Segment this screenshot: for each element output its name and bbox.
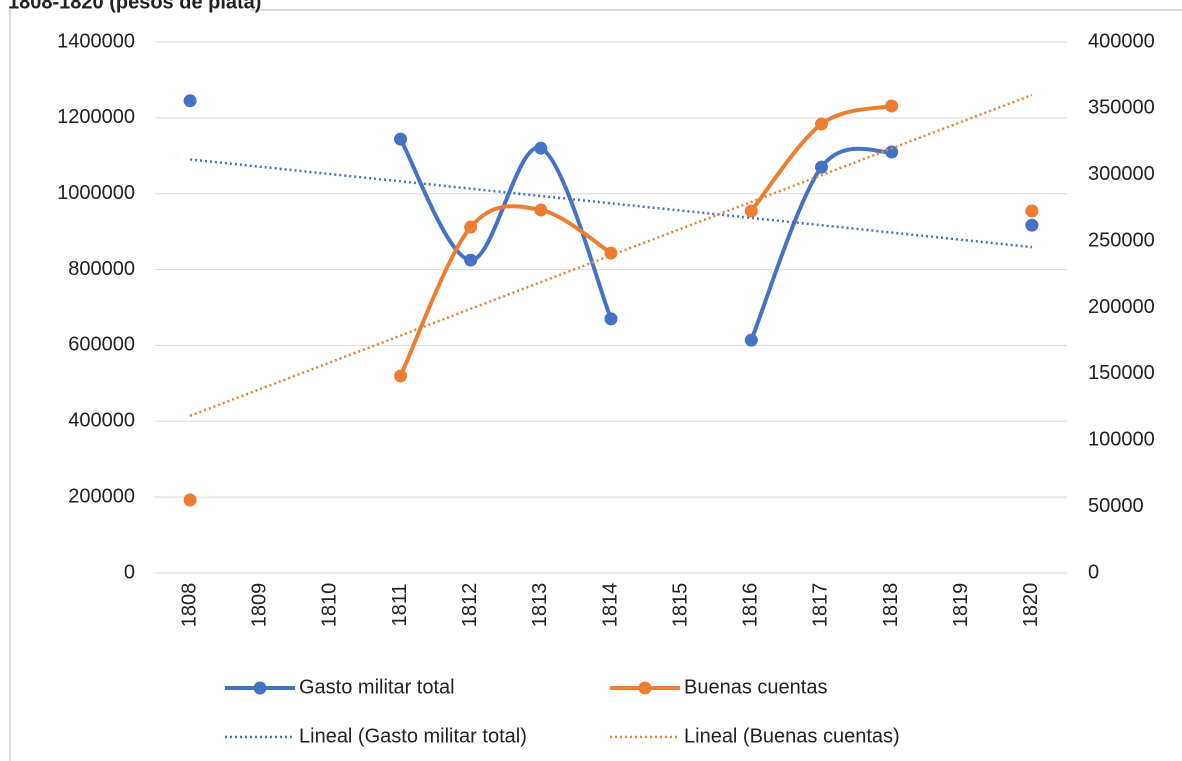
x-tick-label: 1819	[950, 583, 972, 628]
data-point	[885, 99, 899, 113]
legend-label: Gasto militar total	[299, 676, 455, 698]
x-tick-label: 1809	[249, 583, 271, 628]
data-point	[604, 246, 618, 260]
data-point	[1025, 218, 1039, 232]
data-point	[183, 94, 197, 108]
y-tick-label: 0	[124, 561, 135, 583]
y2-tick-label: 300000	[1088, 163, 1155, 185]
y-tick-label: 600000	[68, 334, 135, 356]
x-tick-label: 1815	[669, 583, 691, 628]
y-tick-label: 800000	[68, 258, 135, 280]
x-tick-label: 1813	[529, 583, 551, 628]
y2-tick-label: 250000	[1088, 229, 1155, 251]
y2-tick-label: 150000	[1088, 362, 1155, 384]
x-tick-label: 1816	[740, 583, 762, 628]
chart-title: 1808-1820 (pesos de plata)	[8, 0, 261, 13]
legend-label: Buenas cuentas	[684, 676, 827, 698]
series-line	[749, 146, 893, 341]
y-tick-label: 1400000	[57, 30, 135, 52]
legend-label: Lineal (Buenas cuentas)	[684, 725, 900, 747]
data-point	[744, 333, 758, 347]
data-point	[464, 220, 478, 234]
data-point	[604, 312, 618, 326]
data-point	[183, 493, 197, 507]
y-tick-label: 200000	[68, 485, 135, 507]
y-tick-label: 400000	[68, 410, 135, 432]
legend-marker	[253, 681, 267, 695]
data-point	[814, 160, 828, 174]
x-tick-label: 1810	[319, 583, 341, 628]
y2-tick-label: 50000	[1088, 495, 1144, 517]
x-tick-label: 1812	[459, 583, 481, 628]
y-tick-label: 1200000	[57, 106, 135, 128]
data-point	[394, 132, 408, 146]
y2-tick-label: 0	[1088, 561, 1099, 583]
x-tick-label: 1808	[178, 583, 200, 628]
data-point	[744, 204, 758, 218]
legend-marker	[638, 681, 652, 695]
x-tick-label: 1811	[389, 583, 411, 626]
data-point	[1025, 204, 1039, 218]
x-tick-label: 1820	[1020, 583, 1042, 628]
y2-tick-label: 400000	[1088, 30, 1155, 52]
x-tick-label: 1817	[810, 583, 832, 628]
y2-tick-label: 200000	[1088, 296, 1155, 318]
y2-tick-label: 350000	[1088, 97, 1155, 119]
y2-tick-label: 100000	[1088, 429, 1155, 451]
trend-line	[189, 158, 1033, 249]
data-point	[534, 141, 548, 155]
data-point	[885, 145, 899, 159]
data-point	[814, 117, 828, 131]
y-tick-label: 1000000	[57, 182, 135, 204]
data-point	[534, 203, 548, 217]
data-point	[394, 369, 408, 383]
x-tick-label: 1814	[599, 583, 621, 628]
data-point	[464, 253, 478, 267]
legend-label: Lineal (Gasto militar total)	[299, 725, 527, 747]
x-tick-label: 1818	[880, 583, 902, 628]
series-line	[398, 204, 613, 377]
